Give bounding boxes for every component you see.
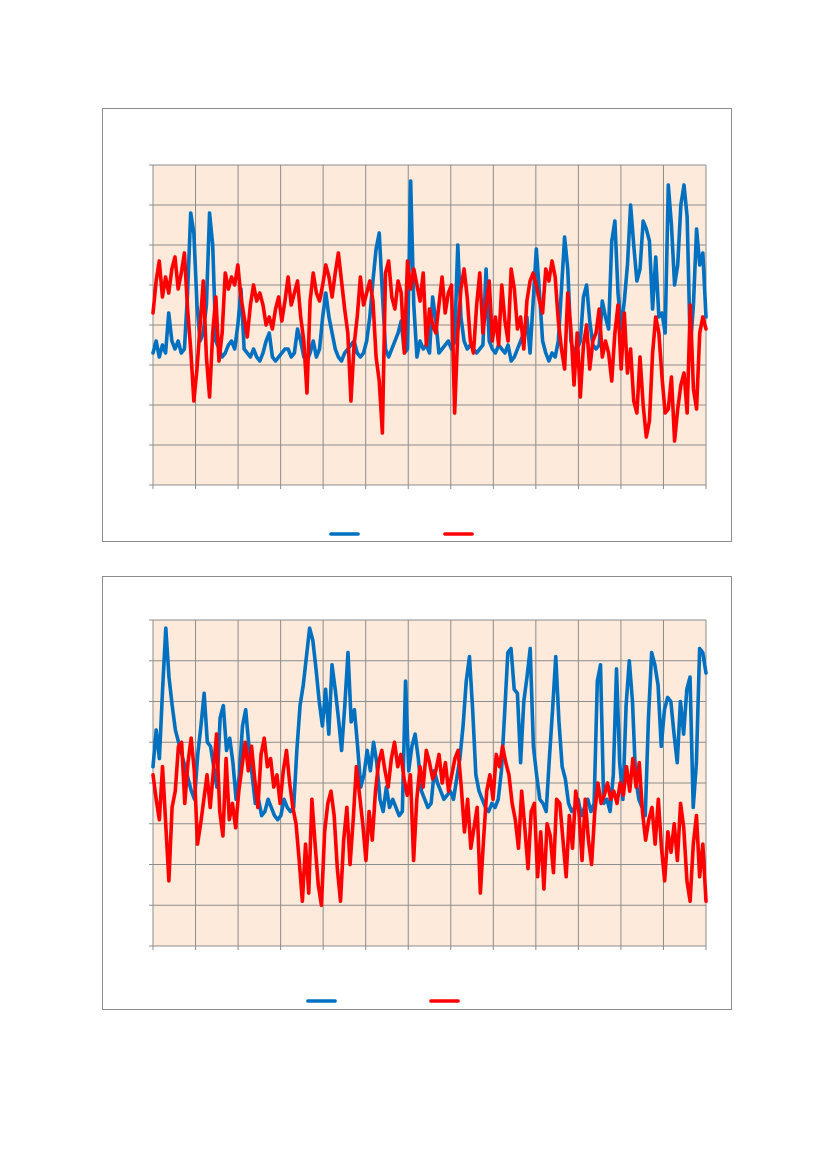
series-line-2 bbox=[151, 732, 708, 908]
series-line-2 bbox=[151, 251, 708, 443]
chart-2-svg bbox=[149, 619, 708, 1003]
chart-frame-1 bbox=[102, 108, 732, 542]
series-line-1 bbox=[151, 626, 708, 822]
series-line-1 bbox=[151, 179, 708, 363]
chart-1-svg bbox=[149, 164, 708, 536]
chart-frame-2 bbox=[102, 576, 732, 1010]
